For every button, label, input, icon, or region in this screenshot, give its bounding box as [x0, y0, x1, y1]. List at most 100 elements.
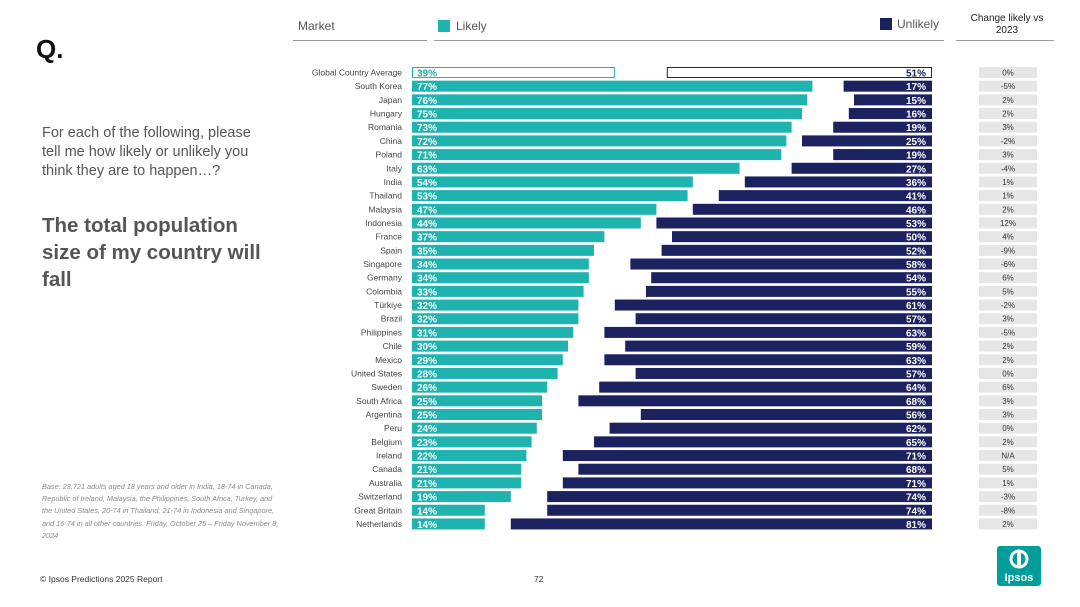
change-value: 1%	[1002, 192, 1014, 201]
market-label: South Korea	[355, 81, 403, 91]
likely-value-label: 22%	[417, 452, 437, 463]
market-label: Romania	[368, 122, 402, 132]
unlikely-bar	[510, 518, 932, 530]
change-cell	[979, 450, 1037, 462]
likely-value-label: 33%	[417, 287, 437, 298]
likely-bar	[412, 450, 527, 462]
unlikely-legend-swatch	[880, 18, 892, 30]
unlikely-value-label: 25%	[906, 137, 926, 148]
market-label: Sweden	[371, 382, 402, 392]
change-cell	[979, 381, 1037, 393]
likely-bar	[412, 149, 782, 161]
unlikely-value-label: 68%	[906, 397, 926, 408]
change-value: 0%	[1002, 424, 1014, 433]
change-cell	[979, 258, 1037, 270]
unlikely-bar	[640, 409, 932, 420]
likely-bar	[412, 381, 548, 393]
unlikely-bar	[833, 149, 932, 161]
unlikely-bar	[604, 326, 932, 338]
change-value: 4%	[1002, 233, 1014, 242]
likely-value-label: 72%	[417, 137, 437, 148]
market-label: Türkiye	[374, 300, 402, 310]
likely-bar	[412, 135, 787, 147]
market-label: Great Britain	[354, 505, 402, 515]
unlikely-bar	[547, 504, 932, 516]
likely-value-label: 14%	[417, 520, 437, 531]
likely-value-label: 21%	[417, 465, 437, 476]
likely-bar	[412, 80, 813, 92]
change-value: 3%	[1002, 397, 1014, 406]
likely-bar	[412, 299, 579, 311]
market-label: Mexico	[375, 355, 402, 365]
change-value: 2%	[1002, 205, 1014, 214]
unlikely-bar	[562, 450, 932, 462]
likely-bar	[412, 285, 584, 297]
unlikely-bar	[635, 367, 932, 379]
likely-value-label: 32%	[417, 301, 437, 312]
likely-value-label: 23%	[417, 438, 437, 449]
market-label: Ireland	[376, 451, 402, 461]
market-label: Canada	[372, 464, 402, 474]
likely-bar	[412, 340, 568, 352]
change-value: 1%	[1002, 178, 1014, 187]
change-cell	[979, 135, 1037, 147]
unlikely-value-label: 63%	[906, 328, 926, 339]
likely-bar	[412, 162, 740, 174]
market-label: Netherlands	[356, 519, 402, 529]
likely-bar	[412, 477, 522, 489]
change-cell	[979, 285, 1037, 297]
likely-value-label: 29%	[417, 356, 437, 367]
likely-value-label: 47%	[417, 205, 437, 216]
change-value: 2%	[1002, 356, 1014, 365]
unlikely-value-label: 62%	[906, 424, 926, 435]
unlikely-bar	[848, 108, 932, 120]
unlikely-value-label: 57%	[906, 315, 926, 326]
unlikely-value-label: 16%	[906, 110, 926, 121]
unlikely-value-label: 53%	[906, 219, 926, 230]
unlikely-bar	[578, 395, 932, 407]
page-number: 72	[534, 574, 544, 584]
likely-value-label: 34%	[417, 274, 437, 285]
likely-value-label: 53%	[417, 192, 437, 203]
market-label: Singapore	[363, 259, 402, 269]
likely-value-label: 63%	[417, 164, 437, 175]
likely-bar	[412, 354, 563, 366]
unlikely-bar	[744, 176, 932, 188]
change-value: 6%	[1002, 383, 1014, 392]
change-value: 5%	[1002, 287, 1014, 296]
change-cell	[979, 491, 1037, 503]
question-text: For each of the following, please tell m…	[42, 125, 251, 179]
unlikely-bar	[614, 299, 932, 311]
market-label: Malaysia	[368, 204, 402, 214]
likely-value-label: 21%	[417, 479, 437, 490]
change-value: 2%	[1002, 520, 1014, 529]
change-value: 6%	[1002, 274, 1014, 283]
unlikely-value-label: 71%	[906, 479, 926, 490]
unlikely-value-label: 65%	[906, 438, 926, 449]
change-cell	[979, 217, 1037, 229]
likely-value-label: 35%	[417, 246, 437, 257]
change-cell	[979, 299, 1037, 311]
likely-bar	[412, 504, 485, 516]
change-header-rule	[956, 40, 1054, 41]
likely-bar	[412, 203, 657, 215]
unlikely-bar	[594, 436, 932, 448]
change-cell	[979, 94, 1037, 106]
change-cell	[979, 176, 1037, 188]
change-cell	[979, 272, 1037, 284]
unlikely-value-label: 52%	[906, 246, 926, 257]
change-value: 3%	[1002, 315, 1014, 324]
market-label: Peru	[384, 423, 402, 433]
unlikely-bar	[604, 354, 932, 366]
likely-bar	[412, 272, 589, 284]
change-value: 2%	[1002, 110, 1014, 119]
change-cell	[979, 504, 1037, 516]
likely-value-label: 73%	[417, 123, 437, 134]
unlikely-bar	[718, 190, 932, 202]
market-label: Chile	[383, 341, 403, 351]
unlikely-bar	[651, 272, 932, 284]
market-header: Market	[298, 19, 335, 33]
footer-copyright: © Ipsos Predictions 2025 Report	[40, 574, 163, 584]
likely-bar	[412, 518, 485, 530]
